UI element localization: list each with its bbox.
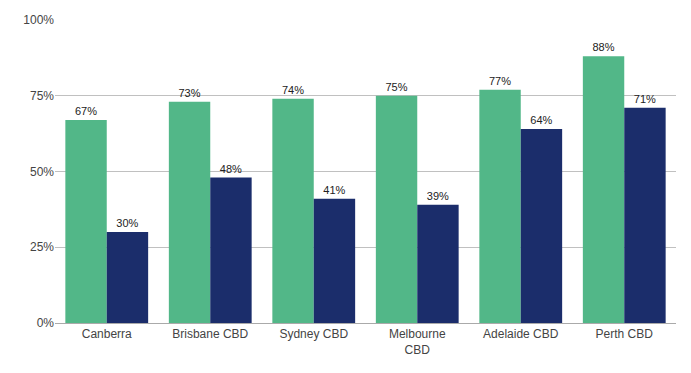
svg-text:77%: 77% — [489, 75, 511, 87]
svg-text:74%: 74% — [282, 84, 304, 96]
svg-text:75%: 75% — [30, 89, 54, 103]
svg-text:MelbourneCBD: MelbourneCBD — [389, 327, 446, 357]
svg-text:100%: 100% — [23, 13, 54, 27]
svg-text:Adelaide CBD: Adelaide CBD — [483, 327, 559, 341]
svg-text:25%: 25% — [30, 240, 54, 254]
svg-text:41%: 41% — [323, 184, 345, 196]
svg-text:73%: 73% — [178, 87, 200, 99]
svg-text:Canberra: Canberra — [82, 327, 132, 341]
svg-text:30%: 30% — [116, 217, 138, 229]
svg-text:71%: 71% — [634, 93, 656, 105]
svg-text:88%: 88% — [592, 41, 614, 53]
svg-text:50%: 50% — [30, 165, 54, 179]
svg-text:0%: 0% — [37, 316, 55, 330]
svg-text:Perth CBD: Perth CBD — [596, 327, 654, 341]
svg-text:64%: 64% — [530, 114, 552, 126]
svg-text:Sydney CBD: Sydney CBD — [279, 327, 348, 341]
svg-text:39%: 39% — [427, 190, 449, 202]
svg-text:75%: 75% — [385, 81, 407, 93]
svg-text:48%: 48% — [220, 163, 242, 175]
svg-text:Brisbane CBD: Brisbane CBD — [172, 327, 248, 341]
svg-text:67%: 67% — [75, 105, 97, 117]
